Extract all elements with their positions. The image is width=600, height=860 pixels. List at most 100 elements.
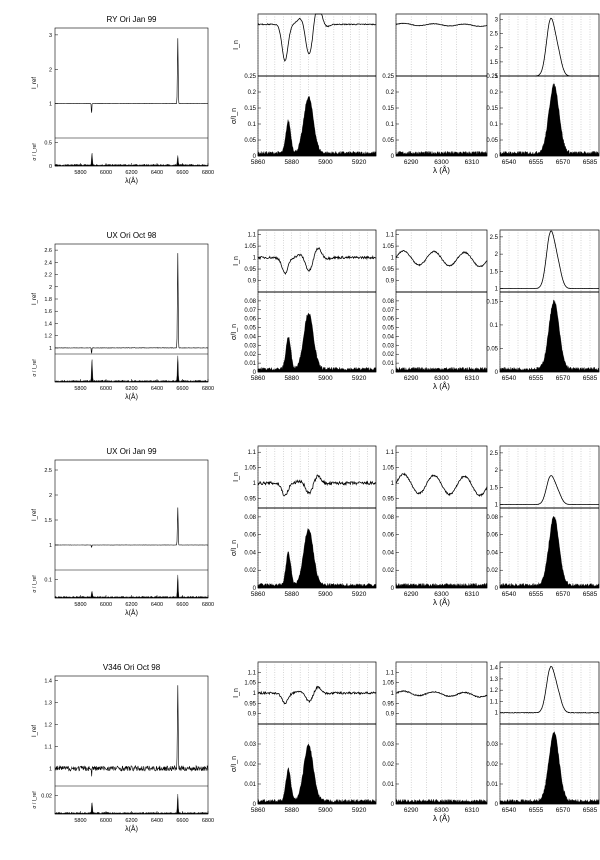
y-tick-label: 1.1 [386, 450, 395, 456]
y-tick-label: 0.2 [248, 90, 257, 96]
y-tick-label: 0.15 [382, 106, 394, 112]
overview-spectrum-line [54, 38, 208, 113]
y-tick-label: 1.05 [382, 244, 394, 250]
x-tick-label: 6300 [434, 159, 449, 166]
y-tick-label: 2.5 [44, 468, 52, 474]
y-tick-label: 1 [495, 287, 499, 293]
zoom-sigma-area [499, 515, 600, 589]
y-tick-label: 0.05 [382, 326, 394, 332]
y-axis-label: I_ref [32, 725, 38, 737]
y-tick-label: 1.4 [44, 321, 52, 327]
x-tick-label: 5900 [318, 375, 333, 382]
y-axis-label: I_ref [32, 293, 38, 305]
y-tick-label: 0.08 [382, 299, 394, 305]
y-tick-label: 0.03 [486, 742, 498, 748]
panel-title: UX Ori Oct 98 [107, 231, 157, 240]
x-tick-label: 6200 [125, 818, 137, 824]
x-tick-label: 6600 [176, 602, 188, 608]
y-tick-label: 2.5 [490, 32, 499, 38]
x-tick-label: 6400 [151, 602, 163, 608]
y-tick-label: 0.04 [486, 550, 498, 556]
y-tick-label: 0.95 [244, 497, 256, 503]
y-axis-label: I_ref [32, 77, 38, 89]
y-tick-label: 0.03 [382, 742, 394, 748]
y-tick-label: 1 [49, 102, 52, 108]
y-tick-label: 0.04 [244, 550, 256, 556]
y-tick-label: 0.08 [244, 515, 256, 521]
y-tick-label: 0.05 [244, 138, 256, 144]
y-axis-label: σ / I_ref [32, 359, 38, 377]
y-tick-label: 0.9 [386, 712, 395, 718]
x-tick-label: 6000 [100, 818, 112, 824]
y-tick-label: 2.4 [44, 260, 52, 266]
y-tick-label: 1.4 [44, 678, 52, 684]
x-tick-label: 6300 [434, 591, 449, 598]
x-tick-label: 6290 [404, 591, 419, 598]
y-tick-label: 1 [495, 74, 499, 80]
y-axis-label: σ/I_n [231, 108, 238, 124]
y-axis-label: I_ref [32, 509, 38, 521]
x-axis-label: λ(Å) [125, 608, 138, 617]
x-tick-label: 6000 [100, 602, 112, 608]
x-tick-label: 5920 [352, 807, 367, 814]
y-tick-label: 2 [495, 252, 499, 258]
x-tick-label: 5800 [74, 602, 86, 608]
y-tick-label: 1 [253, 481, 257, 487]
y-axis-label: I_n [233, 40, 240, 50]
y-tick-label: 0.05 [486, 346, 498, 352]
y-tick-label: 1.05 [244, 466, 256, 472]
y-tick-label: 0.9 [248, 712, 257, 718]
x-tick-label: 6540 [502, 375, 517, 382]
y-tick-label: 1.1 [248, 450, 257, 456]
zoom-spectrum-line [257, 685, 377, 705]
x-tick-label: 5860 [251, 375, 266, 382]
y-tick-label: 1.05 [382, 466, 394, 472]
y-tick-label: 1 [495, 503, 499, 509]
y-axis-label: σ/I_n [231, 756, 238, 772]
x-tick-label: 5880 [284, 591, 299, 598]
y-tick-label: 1 [495, 711, 499, 717]
y-tick-label: 0 [391, 586, 395, 592]
zoom-spectrum-line [395, 249, 488, 268]
overview-frame [54, 675, 209, 815]
panel-title: UX Ori Jan 99 [106, 447, 157, 456]
x-tick-label: 6000 [100, 170, 112, 176]
x-tick-label: 6800 [202, 818, 214, 824]
y-tick-label: 0.04 [244, 334, 256, 340]
overview-spectrum-line [54, 685, 209, 777]
x-tick-label: 6555 [529, 375, 544, 382]
zoom-spectrum-line [500, 230, 599, 290]
y-tick-label: 0.05 [244, 326, 256, 332]
x-tick-label: 6800 [202, 170, 214, 176]
x-tick-label: 6585 [583, 159, 598, 166]
y-tick-label: 0.01 [486, 782, 498, 788]
overview-sigma-area [54, 355, 209, 383]
x-tick-label: 6200 [125, 602, 137, 608]
y-tick-label: 0.25 [244, 74, 256, 80]
y-tick-label: 0 [49, 164, 52, 170]
y-tick-label: 1.5 [490, 269, 499, 275]
x-tick-label: 6555 [529, 807, 544, 814]
y-tick-label: 0.15 [486, 299, 498, 305]
y-tick-label: 0 [253, 370, 257, 376]
y-tick-label: 0.95 [382, 497, 394, 503]
y-tick-label: 0.04 [382, 550, 394, 556]
x-tick-label: 6200 [125, 170, 137, 176]
y-tick-label: 1.8 [44, 297, 52, 303]
y-tick-label: 0.05 [486, 138, 498, 144]
x-tick-label: 6300 [434, 807, 449, 814]
y-axis-label: I_n [233, 256, 240, 266]
figure-row: UX Ori Oct 98 1 1.2 1.4 1.6 1.8 2 2.2 2.4 2.6 5800… [32, 229, 600, 401]
x-tick-label: 6600 [176, 170, 188, 176]
y-tick-label: 0.02 [382, 568, 394, 574]
x-tick-label: 6400 [151, 818, 163, 824]
zoom-spectrum-line [395, 472, 488, 498]
x-tick-label: 5920 [352, 591, 367, 598]
zoom-sigma-area [257, 527, 377, 589]
y-tick-label: 0.03 [382, 343, 394, 349]
x-axis-label: λ(Å) [125, 824, 138, 833]
y-tick-label: 1.1 [248, 670, 257, 676]
x-tick-label: 6290 [404, 375, 419, 382]
y-tick-label: 0.9 [386, 279, 395, 285]
x-tick-label: 6800 [202, 602, 214, 608]
